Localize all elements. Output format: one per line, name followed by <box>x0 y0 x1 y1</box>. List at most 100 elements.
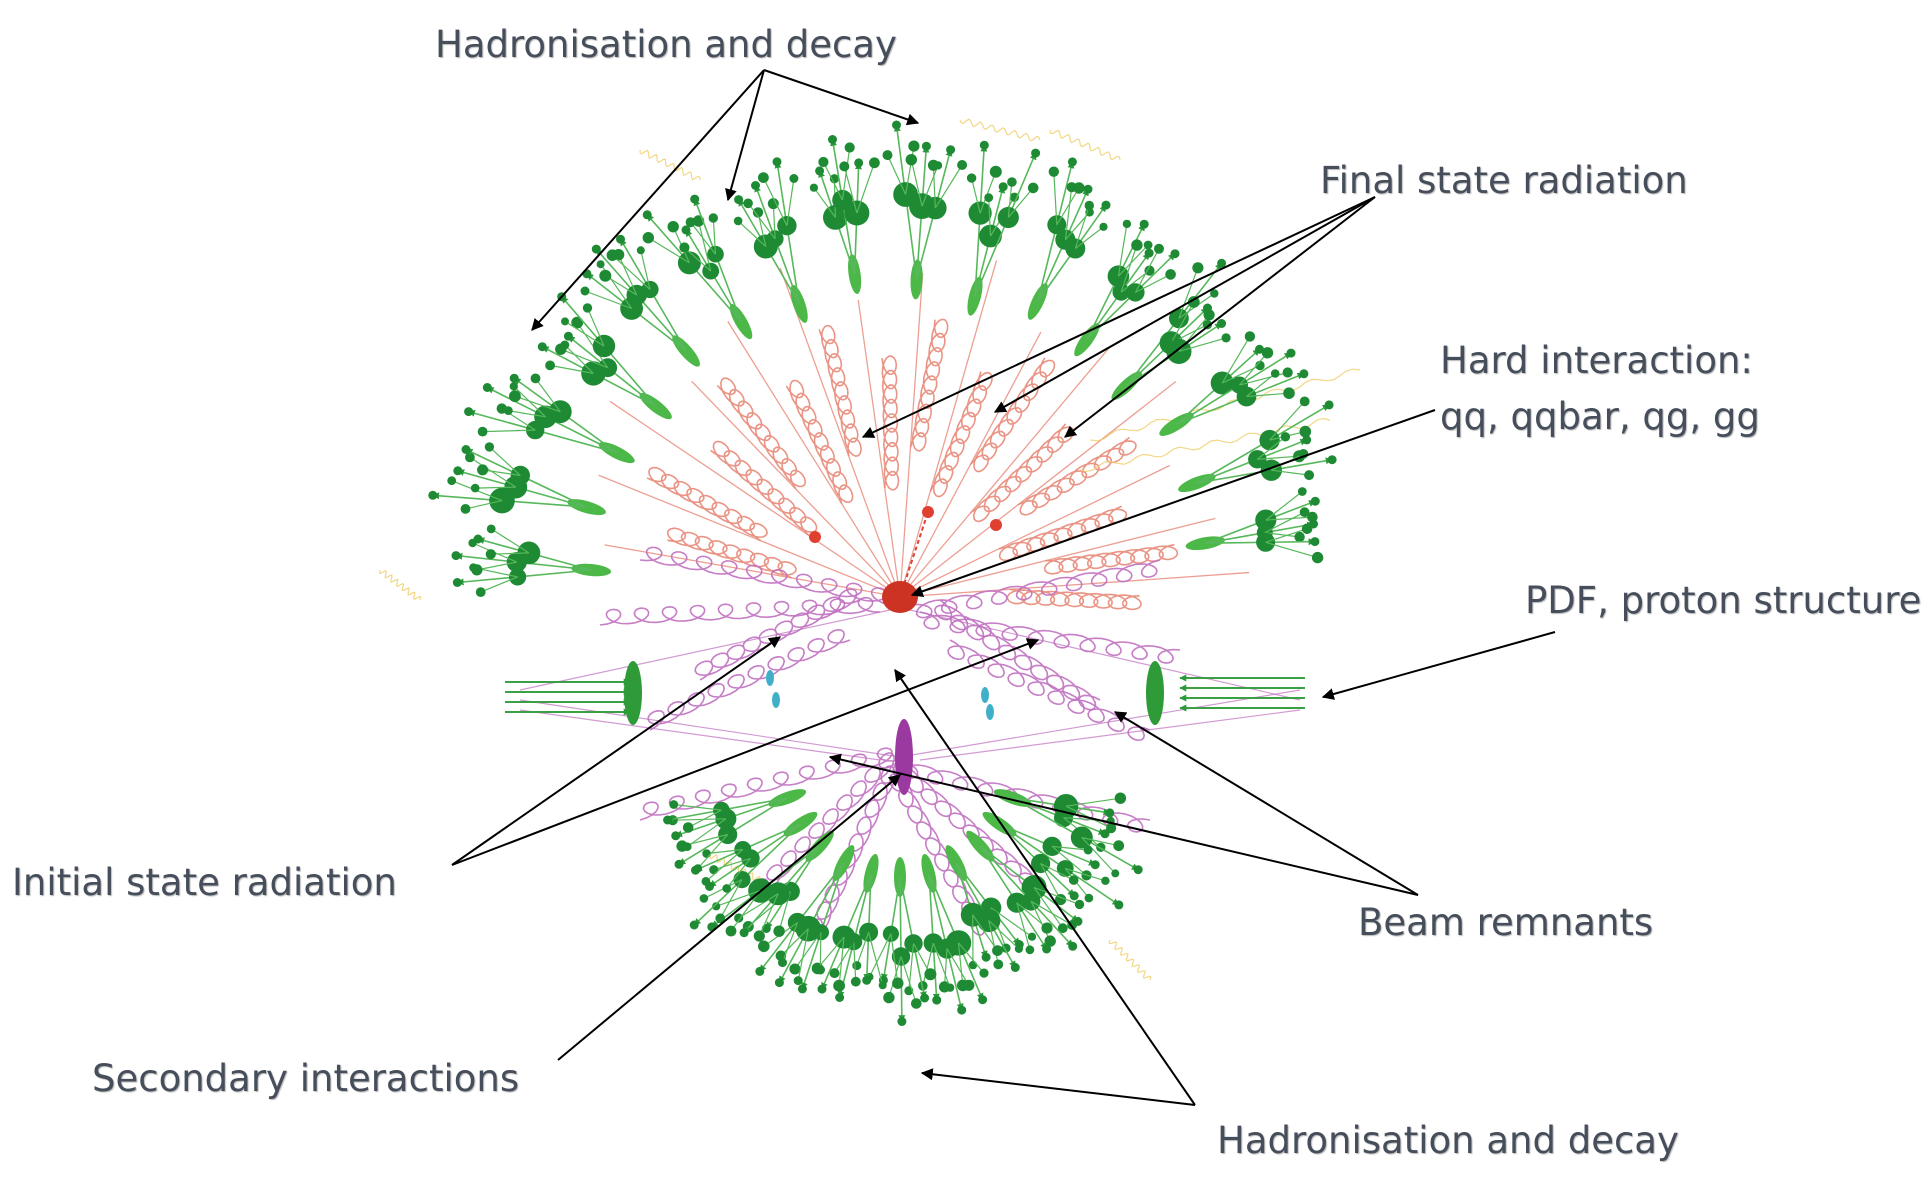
hadron-dot <box>932 996 941 1005</box>
decay-hadron-dot <box>1075 900 1084 909</box>
decay-hadron-dot <box>1281 432 1290 441</box>
decay-track <box>1247 374 1276 397</box>
decay-hadron-dot <box>816 965 825 974</box>
decay-track <box>1082 838 1116 874</box>
decay-hadron-dot <box>447 476 456 485</box>
hadron-dot <box>775 978 784 987</box>
hadron-dot <box>1310 537 1319 546</box>
decay-hadron-dot <box>1222 333 1231 342</box>
fsr-parton-line <box>858 300 900 597</box>
hadron-dot <box>428 491 437 500</box>
decay-hadron-dot <box>1041 923 1052 934</box>
arrow-beam-remnants-1 <box>1115 712 1418 895</box>
hadron-dot <box>671 831 680 840</box>
beam-remnant-blob <box>772 692 780 708</box>
decay-hadron-dot <box>476 587 486 597</box>
hadron-dot <box>690 195 699 204</box>
hadron-dot <box>1042 945 1051 954</box>
decay-track <box>935 165 962 208</box>
label-beam-remnants: Beam remnants <box>1358 902 1653 945</box>
hadron-dot <box>616 235 625 244</box>
decay-hadron-dot <box>694 864 702 872</box>
decay-hadron-dot <box>471 564 482 575</box>
label-secondary-interactions: Secondary interactions <box>92 1058 519 1101</box>
decay-hadron-dot <box>883 992 894 1003</box>
decay-track <box>491 529 529 553</box>
decay-hadron-dot <box>911 998 922 1009</box>
decay-hadron-dot <box>1131 239 1142 250</box>
decay-hadron-dot <box>555 344 566 355</box>
decay-hadron-dot <box>969 961 977 969</box>
decay-hadron-dot <box>668 221 679 232</box>
decay-hadron-dot <box>599 270 611 282</box>
hard-interaction-blob <box>882 581 918 613</box>
fsr-gluon-spiral <box>999 506 1127 560</box>
photon-line <box>960 119 1040 141</box>
red-vertex-dot <box>990 519 1002 531</box>
fsr-gluon-spiral <box>882 356 898 490</box>
fsr-parton-line <box>780 268 900 597</box>
decay-hadron-dot <box>758 941 770 953</box>
decay-hadron-dot <box>1300 397 1310 407</box>
isr-parton-line <box>900 690 1300 757</box>
decay-hadron-dot <box>509 390 521 402</box>
decay-hadron-dot <box>637 246 645 254</box>
decay-hadron-dot <box>1026 945 1035 954</box>
hadron-dot <box>773 157 782 166</box>
decay-hadron-dot <box>833 980 845 992</box>
hadron-dot <box>828 135 837 144</box>
decay-hadron-dot <box>561 317 569 325</box>
decay-hadron-dot <box>1300 507 1310 517</box>
decay-track <box>901 957 916 1004</box>
decay-hadron-dot <box>967 173 976 182</box>
decay-hadron-dot <box>789 964 800 975</box>
decay-hadron-dot <box>1154 244 1164 254</box>
arrow-beam-remnants-2 <box>830 757 1418 895</box>
decay-hadron-dot <box>1144 241 1153 250</box>
decay-hadron-dot <box>702 849 711 858</box>
hadron-dot <box>510 374 519 383</box>
decay-hadron-dot <box>1165 269 1176 280</box>
hadron-dot <box>982 953 991 962</box>
hadron-dot <box>1171 249 1180 258</box>
decay-hadron-dot <box>990 166 1002 178</box>
isr-gluon-spiral <box>893 760 1040 888</box>
label-hadronisation-top: Hadronisation and decay <box>435 24 897 67</box>
arrow-fsr-1 <box>863 197 1375 437</box>
decay-hadron-dot <box>581 287 590 296</box>
hadron-dot <box>483 383 492 392</box>
label-hard-interaction-title: Hard interaction: <box>1440 340 1753 383</box>
hadron-dot <box>1140 220 1149 229</box>
hadron-dot <box>1102 201 1111 210</box>
hadron-dot <box>1302 435 1311 444</box>
isr-parton-line <box>910 610 1300 700</box>
decay-hadron-dot <box>1304 470 1314 480</box>
decay-hadron-dot <box>1028 183 1039 194</box>
decay-hadron-dot <box>1123 220 1131 228</box>
isr-parton-line <box>520 700 900 757</box>
secondary-interaction-blob <box>895 719 913 795</box>
hadron-dot <box>1068 157 1077 166</box>
decay-hadron-dot <box>839 161 849 171</box>
hadron-dot <box>1084 185 1093 194</box>
decay-hadron-dot <box>892 978 903 989</box>
hadron-dot <box>1031 149 1040 158</box>
hadron-dot <box>1011 963 1020 972</box>
red-vertex-dot <box>809 531 821 543</box>
decay-hadron-dot <box>607 249 619 261</box>
hadron-dot <box>946 145 955 154</box>
decay-track <box>691 222 716 254</box>
photon-line <box>379 570 420 600</box>
decay-hadron-dot <box>726 926 737 937</box>
hadron-dot <box>897 1017 906 1026</box>
decay-hadron-dot <box>1298 487 1307 496</box>
decay-hadron-dot <box>979 969 988 978</box>
hadron-dot <box>740 928 749 937</box>
arrow-isr-2 <box>452 640 1038 865</box>
decay-hadron-dot <box>778 958 787 967</box>
decay-hadron-dot <box>734 217 743 226</box>
decay-hadron-dot <box>478 427 488 437</box>
hadron-dot <box>592 245 601 254</box>
decay-hadron-dot <box>1192 262 1203 273</box>
